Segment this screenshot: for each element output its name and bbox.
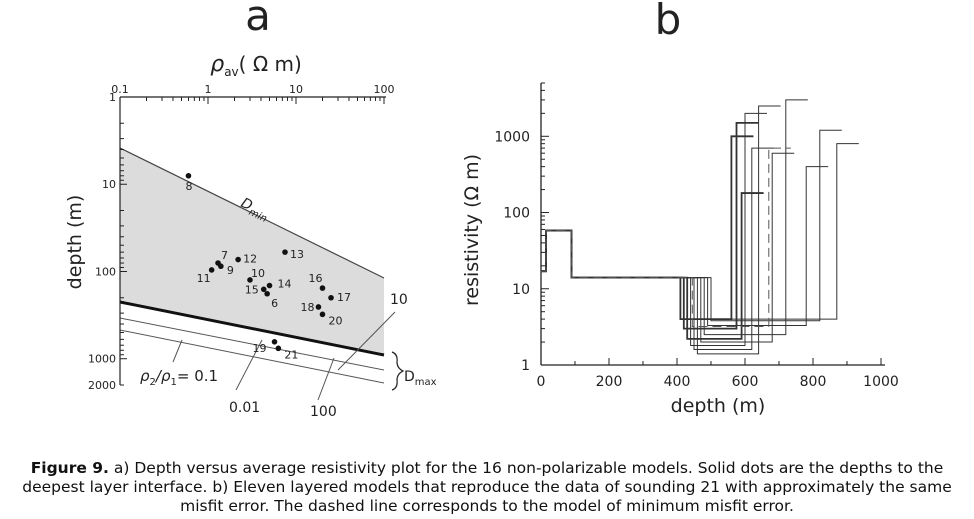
- x-axis-title-subscript: av: [224, 65, 238, 79]
- ratio-value: = 0.1: [177, 367, 218, 385]
- callout-line-100: [317, 357, 335, 401]
- line-label-0.01: 0.01: [229, 400, 260, 416]
- dmax-brace: [391, 351, 405, 391]
- callout-line-0.01: [235, 339, 263, 391]
- x-axis-title: ρav( Ω m): [210, 52, 302, 79]
- model-curve-2: [541, 121, 759, 330]
- x-axis-title: depth (m): [671, 395, 766, 417]
- x-tick-label: 100: [374, 83, 395, 96]
- point-label: 12: [243, 253, 257, 266]
- model-curve-1: [541, 135, 754, 320]
- data-point: [315, 304, 322, 310]
- point-label: 15: [245, 283, 259, 296]
- x-tick-label: 800: [800, 374, 827, 390]
- data-point: [247, 277, 253, 283]
- caption-label: Figure 9.: [30, 459, 109, 477]
- point-label: 21: [284, 348, 298, 361]
- x-tick-label: 400: [664, 374, 691, 390]
- model-curve-10: [541, 129, 842, 322]
- point-label: 8: [185, 180, 192, 193]
- point-label: 6: [271, 297, 278, 310]
- y-axis-title: depth (m): [64, 195, 86, 290]
- valid-depth-region: [120, 148, 384, 355]
- y-tick-label: 1000: [494, 129, 530, 145]
- data-point: [218, 263, 224, 270]
- point-label: 13: [290, 248, 304, 261]
- data-point: [260, 286, 267, 293]
- x-tick-label: 200: [596, 374, 623, 390]
- data-point: [208, 267, 215, 273]
- x-axis-title-symbol: ρ: [210, 52, 224, 77]
- point-label: 20: [328, 314, 342, 327]
- panel-label-b: b: [655, 0, 682, 44]
- point-label: 10: [251, 267, 265, 280]
- y-tick-label: 1: [521, 358, 530, 374]
- data-point: [185, 172, 192, 179]
- panel-label-a: a: [245, 0, 271, 40]
- line-label-10: 10: [390, 292, 408, 308]
- data-point: [264, 290, 270, 297]
- dmax-label-subscript: max: [415, 377, 437, 388]
- dmax-line: [119, 300, 385, 357]
- y-axis-title: resistivity (Ω m): [461, 154, 483, 306]
- point-label: 17: [337, 291, 351, 304]
- ratio-label: ρ2/ρ1= 0.1: [140, 367, 218, 388]
- x-tick-label: 10: [289, 83, 303, 96]
- ratio-sub2: 1: [170, 377, 176, 388]
- model-curve-7: [541, 152, 795, 343]
- dmax-label-letter: D: [404, 369, 415, 385]
- model-curve-11: [541, 143, 859, 320]
- min-misfit-model-curve: [541, 147, 791, 327]
- data-point: [319, 311, 326, 318]
- dmax-label: Dmax: [404, 369, 437, 388]
- ratio-rho2: /ρ: [154, 367, 171, 385]
- point-label: 19: [253, 342, 267, 355]
- x-tick-label: 1000: [863, 374, 899, 390]
- model-curve-3: [541, 192, 764, 340]
- x-tick-label: 0.1: [111, 83, 129, 96]
- model-curve-4: [541, 112, 767, 347]
- y-tick-label: 1: [109, 91, 116, 104]
- x-axis-title-unit: ( Ω m): [239, 52, 302, 76]
- caption-text: a) Depth versus average resistivity plot…: [22, 459, 952, 515]
- point-label: 14: [278, 278, 292, 291]
- data-point: [235, 256, 241, 263]
- data-point: [275, 345, 282, 352]
- data-point: [328, 294, 334, 301]
- y-tick-label: 2000: [88, 379, 116, 392]
- y-tick-label: 1000: [88, 353, 116, 366]
- y-tick-label: 10: [512, 282, 530, 298]
- x-tick-label: 1: [205, 83, 212, 96]
- panel-b: b 1 10 100 1000 0 200 400 600 800 1000 depth (m) res…: [461, 0, 899, 417]
- data-point: [271, 339, 278, 345]
- model-curve-8: [541, 99, 808, 336]
- y-tick-label: 100: [95, 265, 116, 278]
- y-tick-label: 10: [102, 178, 116, 191]
- x-tick-label: 0: [537, 374, 546, 390]
- ratio-sub1: 2: [150, 377, 156, 388]
- callout-line-ratio: [172, 339, 183, 363]
- dmin-line: [119, 147, 385, 279]
- y-tick-label: 100: [503, 206, 530, 222]
- point-label: 18: [300, 301, 314, 314]
- callout-line-10: [337, 311, 396, 371]
- ratio-line-0.01-lower: [119, 329, 385, 384]
- line-label-100: 100: [310, 404, 337, 420]
- data-point: [319, 285, 326, 291]
- ratio-rho1: ρ: [140, 367, 150, 385]
- point-label: 11: [197, 272, 211, 285]
- x-tick-label: 600: [732, 374, 759, 390]
- data-point: [282, 249, 288, 255]
- figure-caption: Figure 9. a) Depth versus average resist…: [0, 459, 974, 516]
- ratio-line-0.01-upper: [119, 317, 385, 371]
- point-label: 9: [227, 264, 234, 277]
- point-label: 7: [221, 249, 228, 262]
- point-label: 16: [308, 272, 322, 285]
- data-point: [266, 282, 273, 289]
